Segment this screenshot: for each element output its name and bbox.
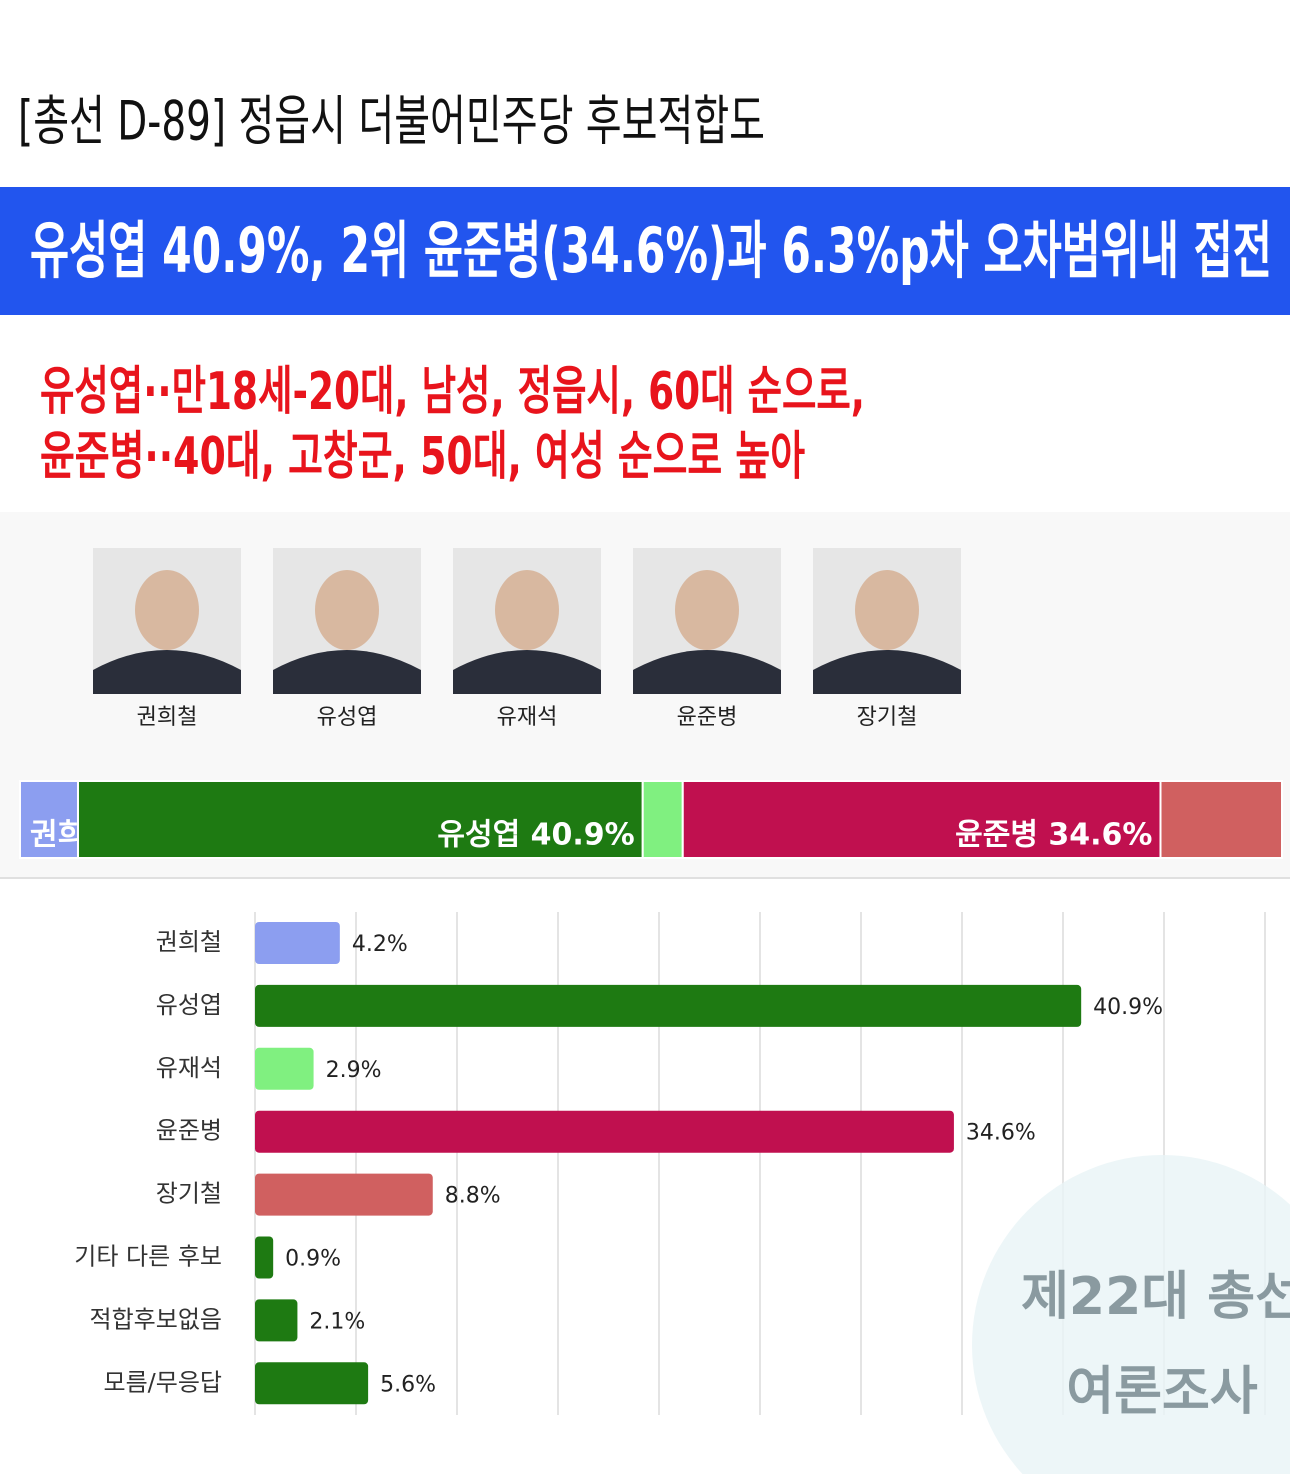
stack-label: 유성엽 40.9% xyxy=(437,818,634,853)
bar xyxy=(255,922,340,964)
value-label: 2.1% xyxy=(309,1309,365,1334)
photo-body xyxy=(453,650,601,694)
value-label: 0.9% xyxy=(285,1247,341,1272)
badge-text: 여론조사 xyxy=(1066,1362,1258,1422)
value-label: 5.6% xyxy=(380,1372,436,1397)
photo-head xyxy=(135,570,199,650)
category-label: 모름/무응답 xyxy=(104,1368,223,1396)
candidate-name: 유재석 xyxy=(497,705,558,730)
bar-chart: 권희철 4.2% 유성엽 40.9% 유재석 2.9% 윤준병 34.6% 장기철 8.8% 기타 … xyxy=(74,912,1266,1415)
headline: 유성엽 40.9%, 2위 윤준병(34.6%)과 6.3%p차 오차범위내 접… xyxy=(30,214,1272,287)
category-label: 유재석 xyxy=(156,1054,222,1082)
subhead: 유성엽··만18세-20대, 남성, 정읍시, 60대 순으로, xyxy=(40,362,865,422)
bar xyxy=(255,1110,954,1153)
stack-segment xyxy=(19,780,79,859)
category-label: 적합후보없음 xyxy=(90,1305,222,1333)
category-label: 권희철 xyxy=(156,928,222,956)
subhead: 윤준병··40대, 고창군, 50대, 여성 순으로 높아 xyxy=(40,427,805,487)
category-label: 윤준병 xyxy=(156,1117,222,1145)
value-label: 2.9% xyxy=(326,1058,382,1083)
photo-head xyxy=(855,570,919,650)
photo-head xyxy=(315,570,379,650)
bar xyxy=(255,1236,274,1279)
candidate-name: 유성엽 xyxy=(317,705,378,730)
photo-body xyxy=(93,650,241,694)
photos: 권희철 유성엽 유재석 윤준병 장기철 xyxy=(93,548,961,730)
badge-circle xyxy=(972,1155,1290,1474)
stack-segment xyxy=(641,780,684,859)
bar xyxy=(255,984,1082,1027)
value-label: 4.2% xyxy=(352,932,408,957)
stack-label: 윤준병 34.6% xyxy=(955,818,1152,853)
title: [총선 D-89] 정읍시 더불어민주당 후보적합도 xyxy=(18,90,765,153)
category-label: 유성엽 xyxy=(156,991,222,1019)
bar xyxy=(255,1299,298,1342)
candidate-name: 장기철 xyxy=(857,705,918,730)
bar xyxy=(255,1173,433,1216)
value-label: 8.8% xyxy=(445,1184,501,1209)
category-label: 장기철 xyxy=(156,1180,222,1208)
photo-body xyxy=(813,650,961,694)
candidate-name: 윤준병 xyxy=(677,705,738,730)
category-label: 기타 다른 후보 xyxy=(74,1243,222,1271)
value-label: 34.6% xyxy=(966,1121,1036,1146)
stack-segment xyxy=(681,780,1162,859)
bar xyxy=(255,1047,314,1090)
photo-head xyxy=(495,570,559,650)
stack-segment xyxy=(1159,780,1283,859)
candidate-name: 권희철 xyxy=(137,705,198,730)
stacked-chart: 권희철 4.2%유성엽 40.9%윤준병 34.6% xyxy=(19,780,1283,859)
photo-head xyxy=(675,570,739,650)
photo-body xyxy=(273,650,421,694)
badge-text: 제22대 총선 xyxy=(1021,1267,1290,1327)
headline-band xyxy=(0,187,1290,315)
photo-body xyxy=(633,650,781,694)
value-label: 40.9% xyxy=(1093,995,1163,1020)
stack-segment xyxy=(76,780,644,859)
bar xyxy=(255,1362,369,1405)
